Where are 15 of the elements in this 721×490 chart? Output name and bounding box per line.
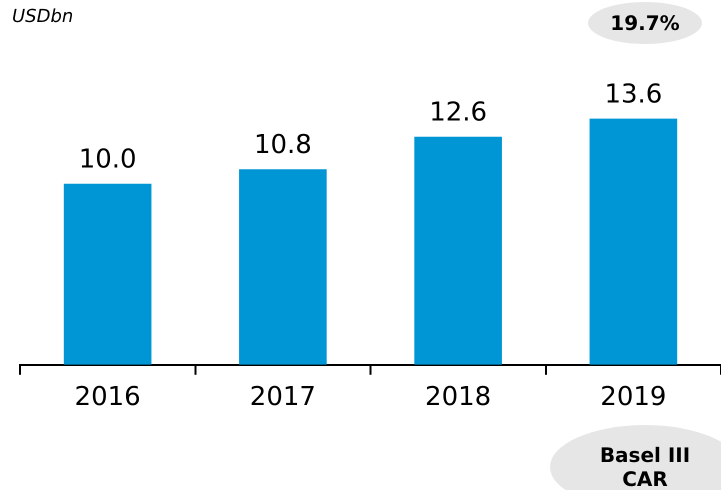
data-label: 10.0 <box>78 144 137 175</box>
x-tick-label: 2018 <box>425 382 492 412</box>
bar <box>239 169 327 365</box>
text: 19.7% <box>610 11 680 35</box>
x-tick-label: 2017 <box>250 382 316 412</box>
data-label: 13.6 <box>604 79 662 110</box>
x-tick-label: 2019 <box>600 382 666 412</box>
bar <box>590 118 678 365</box>
data-label: 10.8 <box>254 130 312 160</box>
text: USDbn <box>12 6 74 27</box>
bar <box>64 184 152 365</box>
text: Basel III CAR <box>598 443 692 490</box>
bar <box>414 136 502 365</box>
data-label: 12.6 <box>429 97 488 128</box>
x-tick-label: 2016 <box>74 382 141 412</box>
